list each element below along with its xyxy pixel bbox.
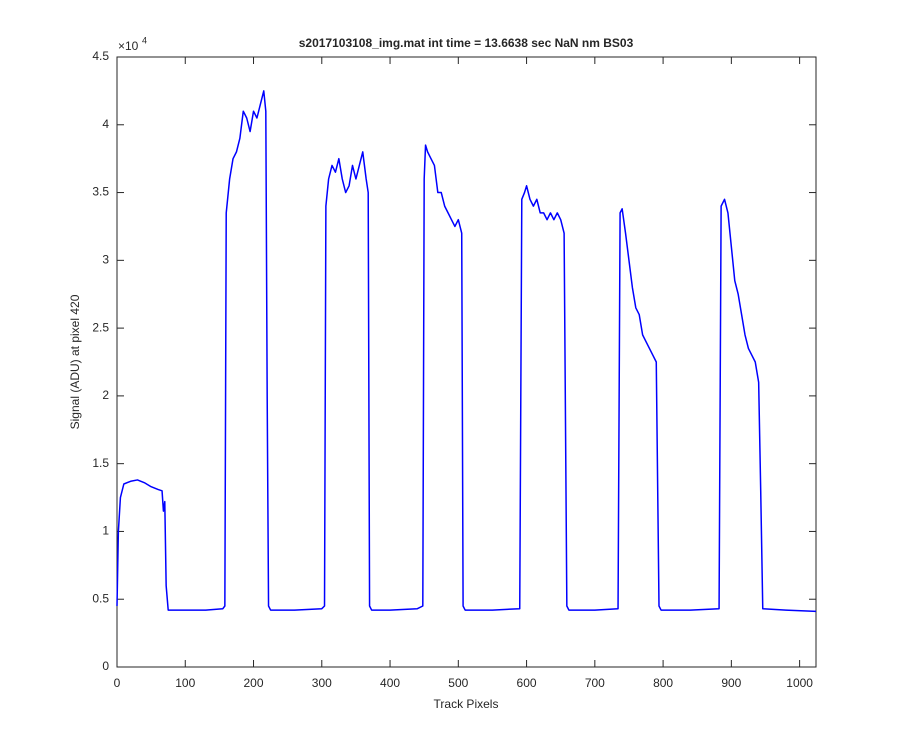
y-axis-label: Signal (ADU) at pixel 420	[68, 294, 82, 429]
y-tick-label: 1.5	[92, 456, 109, 470]
x-tick-label: 600	[517, 676, 537, 690]
x-tick-label: 500	[448, 676, 468, 690]
data-line	[116, 90, 817, 613]
x-axis-label: Track Pixels	[434, 697, 499, 711]
y-tick-label: 4.5	[92, 49, 109, 63]
y-tick-label: 0	[102, 659, 109, 673]
x-tick-label: 900	[721, 676, 741, 690]
x-tick-label: 300	[312, 676, 332, 690]
x-tick-label: 400	[380, 676, 400, 690]
y-tick-label: 3.5	[92, 185, 109, 199]
x-tick-label: 200	[244, 676, 264, 690]
x-tick-label: 1000	[786, 676, 813, 690]
chart-title: s2017103108_img.mat int time = 13.6638 s…	[299, 36, 634, 50]
y-tick-label: 1	[102, 524, 109, 538]
y-scale-exponent: 4	[142, 35, 147, 45]
x-tick-label: 800	[653, 676, 673, 690]
y-scale-base: ×10	[118, 39, 139, 53]
x-tick-label: 100	[175, 676, 195, 690]
y-tick-label: 3	[102, 253, 109, 267]
axes-box	[116, 56, 817, 668]
y-tick-label: 2.5	[92, 320, 109, 334]
x-tick-label: 0	[114, 676, 121, 690]
y-tick-label: 4	[102, 117, 109, 131]
y-tick-label: 2	[102, 388, 109, 402]
x-tick-label: 700	[585, 676, 605, 690]
y-tick-label: 0.5	[92, 591, 109, 605]
